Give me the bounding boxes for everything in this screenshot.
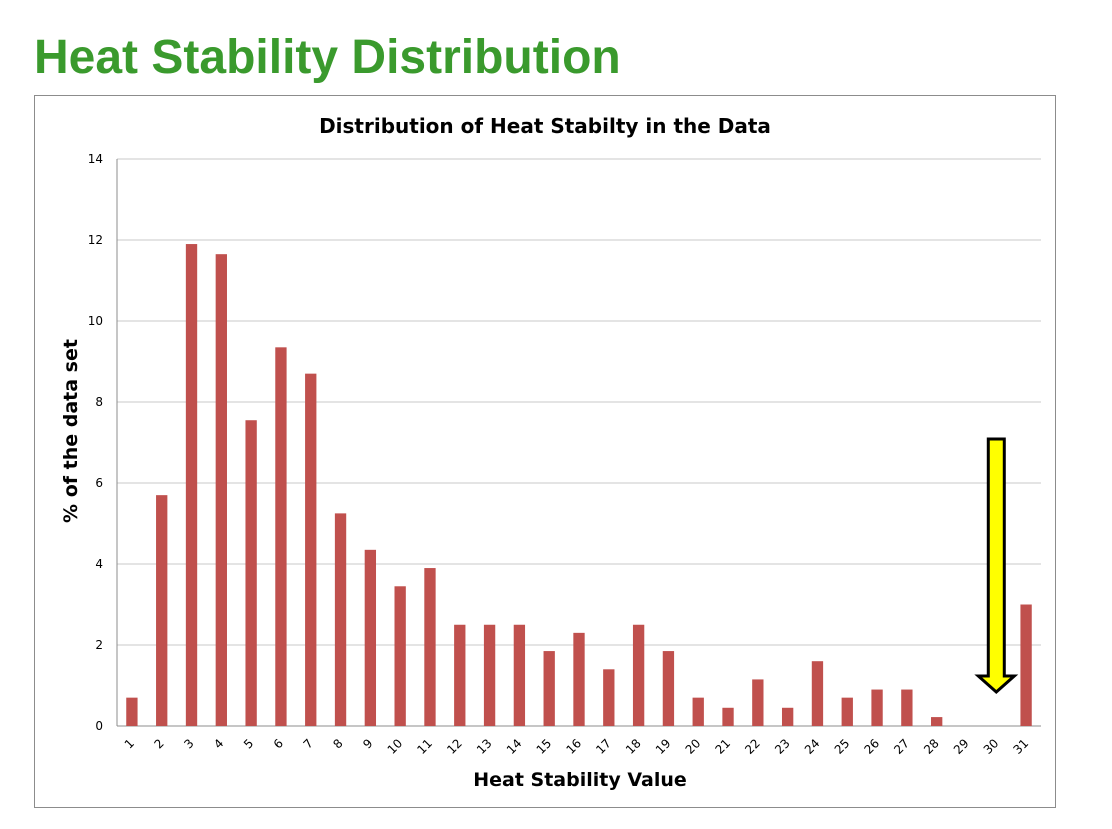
- bar: [305, 373, 317, 726]
- bar-chart: Distribution of Heat Stabilty in the Dat…: [60, 114, 1041, 791]
- y-axis-label: % of the data set: [60, 339, 82, 523]
- x-tick-label: 3: [181, 736, 196, 751]
- x-tick-label: 29: [951, 736, 972, 757]
- y-tick-label: 10: [88, 314, 103, 328]
- bar: [603, 669, 615, 726]
- bar: [483, 624, 496, 726]
- bar: [811, 661, 824, 726]
- x-tick-label: 1: [122, 736, 137, 751]
- bar: [245, 420, 257, 726]
- bar: [871, 689, 883, 726]
- gridlines: [116, 158, 1041, 727]
- x-tick-label: 28: [921, 736, 942, 757]
- y-axis-ticks: 0 2 4 6 8 10 12 14: [88, 152, 103, 733]
- y-tick-label: 8: [95, 395, 103, 409]
- bar: [901, 689, 913, 726]
- y-tick-label: 6: [95, 476, 103, 490]
- bar: [752, 679, 764, 726]
- bar: [722, 707, 734, 726]
- bar: [364, 549, 377, 726]
- bar: [334, 513, 347, 726]
- bar: [1020, 604, 1032, 726]
- bar: [454, 624, 466, 726]
- y-tick-label: 4: [95, 557, 103, 571]
- bar: [662, 651, 675, 726]
- bar: [543, 651, 555, 726]
- x-tick-label: 18: [623, 736, 644, 757]
- chart-frame: Distribution of Heat Stabilty in the Dat…: [34, 95, 1056, 808]
- x-axis-ticks: 1 2 3 4 5 6 7 8 9 10 11 12 13 14 15 16 17 18 19 20 21 22 23 24 2…: [122, 736, 1031, 757]
- x-tick-label: 25: [832, 736, 853, 757]
- x-tick-label: 5: [241, 736, 256, 751]
- x-axis-label: Heat Stability Value: [473, 769, 687, 791]
- x-tick-label: 7: [301, 736, 316, 751]
- bar: [424, 568, 436, 726]
- y-tick-label: 2: [95, 638, 103, 652]
- bar: [185, 244, 198, 727]
- x-tick-label: 11: [414, 736, 435, 757]
- x-tick-label: 15: [534, 736, 555, 757]
- x-tick-label: 22: [742, 736, 763, 757]
- y-tick-label: 14: [88, 152, 103, 166]
- x-tick-label: 10: [385, 736, 406, 757]
- annotation-layer: [974, 437, 1019, 695]
- x-tick-label: 14: [504, 736, 525, 757]
- x-tick-label: 27: [891, 736, 912, 757]
- bar: [781, 707, 794, 726]
- x-tick-label: 19: [653, 736, 674, 757]
- bar: [215, 254, 227, 727]
- x-tick-label: 21: [712, 736, 733, 757]
- bar: [692, 697, 704, 726]
- bar: [573, 632, 585, 726]
- bar: [156, 495, 168, 726]
- y-tick-label: 0: [95, 719, 103, 733]
- bar: [841, 697, 853, 726]
- x-tick-label: 8: [330, 736, 345, 751]
- x-tick-label: 9: [360, 736, 375, 751]
- bar: [394, 586, 406, 726]
- bar: [275, 347, 287, 726]
- bar: [513, 624, 526, 726]
- x-tick-label: 31: [1011, 736, 1032, 757]
- x-tick-label: 13: [474, 736, 495, 757]
- x-tick-label: 20: [683, 736, 704, 757]
- x-tick-label: 23: [772, 736, 793, 757]
- down-arrow-icon: [974, 437, 1019, 695]
- bars: [126, 244, 1032, 727]
- x-tick-label: 2: [152, 736, 167, 751]
- bar: [632, 624, 645, 726]
- x-tick-label: 16: [563, 736, 584, 757]
- bar: [126, 697, 138, 726]
- x-tick-label: 24: [802, 736, 823, 757]
- x-tick-label: 12: [444, 736, 465, 757]
- chart-title: Distribution of Heat Stabilty in the Dat…: [319, 114, 771, 138]
- x-tick-label: 17: [593, 736, 614, 757]
- x-tick-label: 26: [861, 736, 882, 757]
- bar: [931, 717, 943, 726]
- x-tick-label: 30: [981, 736, 1002, 757]
- x-tick-label: 4: [211, 736, 226, 751]
- slide-title: Heat Stability Distribution: [34, 31, 621, 84]
- y-tick-label: 12: [88, 233, 103, 247]
- x-tick-label: 6: [271, 736, 286, 751]
